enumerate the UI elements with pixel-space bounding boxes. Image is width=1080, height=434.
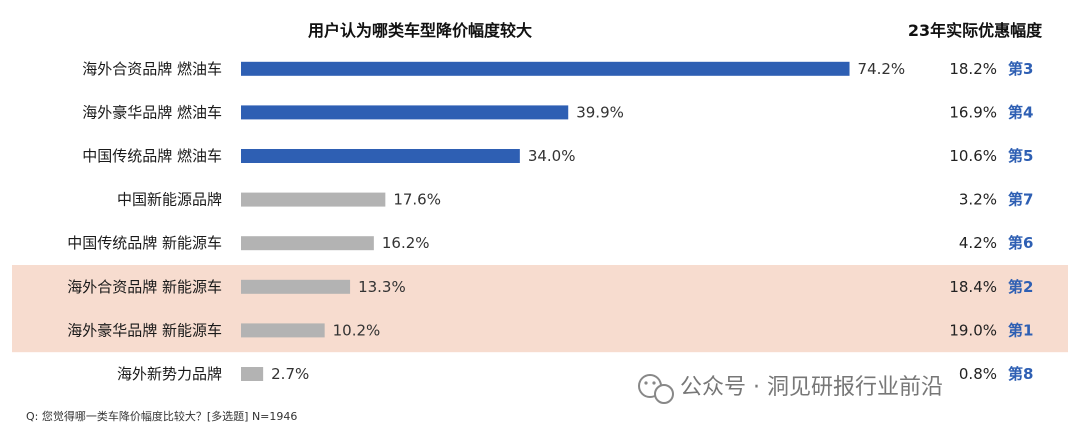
actual-discount-value: 19.0% xyxy=(949,321,997,339)
bar xyxy=(241,192,386,207)
actual-rank-label: 第8 xyxy=(1008,365,1033,383)
bar-value-label: 17.6% xyxy=(393,191,441,209)
actual-rank-label: 第7 xyxy=(1008,191,1033,209)
bar xyxy=(241,61,850,76)
bar xyxy=(241,279,351,294)
actual-rank-label: 第1 xyxy=(1008,321,1033,339)
bar-value-label: 34.0% xyxy=(528,147,576,165)
bar xyxy=(241,105,569,120)
category-label: 海外合资品牌 燃油车 xyxy=(82,60,222,78)
actual-discount-value: 4.2% xyxy=(959,234,997,252)
bar-row: 海外合资品牌 新能源车 13.3% 18.4% 第2 xyxy=(67,278,1033,296)
bar-row: 海外豪华品牌 新能源车 10.2% 19.0% 第1 xyxy=(67,321,1033,339)
actual-rank-label: 第3 xyxy=(1008,60,1033,78)
bar xyxy=(241,367,264,381)
bar-value-label: 74.2% xyxy=(858,60,906,78)
footnote: Q: 您觉得哪一类车降价幅度比较大？[多选题] N=1946 xyxy=(26,409,297,423)
category-label: 海外合资品牌 新能源车 xyxy=(67,278,222,296)
actual-discount-value: 16.9% xyxy=(949,103,997,121)
actual-discount-value: 10.6% xyxy=(949,147,997,165)
category-label: 中国传统品牌 燃油车 xyxy=(82,147,222,165)
bar xyxy=(241,323,325,338)
category-label: 中国传统品牌 新能源车 xyxy=(67,234,222,252)
discount-column-title: 23年实际优惠幅度 xyxy=(908,21,1043,40)
bar-row: 中国传统品牌 新能源车 16.2% 4.2% 第6 xyxy=(67,234,1033,252)
bar-value-label: 2.7% xyxy=(271,365,309,383)
actual-discount-value: 0.8% xyxy=(959,365,997,383)
actual-rank-label: 第6 xyxy=(1008,234,1033,252)
bar-value-label: 13.3% xyxy=(358,278,406,296)
chart-title: 用户认为哪类车型降价幅度较大 xyxy=(308,21,532,40)
highlight-band-layer xyxy=(12,265,1068,353)
bar-row: 中国新能源品牌 17.6% 3.2% 第7 xyxy=(117,191,1033,209)
watermark-text: 公众号 · 洞见研报行业前沿 xyxy=(680,375,943,400)
bar-value-label: 10.2% xyxy=(333,321,381,339)
actual-rank-label: 第2 xyxy=(1008,278,1033,296)
bar-rows: 海外合资品牌 燃油车 74.2% 18.2% 第3 海外豪华品牌 燃油车 39.9% 16.… xyxy=(67,60,1033,383)
category-label: 海外豪华品牌 燃油车 xyxy=(82,103,222,121)
category-label: 海外新势力品牌 xyxy=(117,365,222,383)
actual-rank-label: 第5 xyxy=(1008,147,1033,165)
bar-row: 海外新势力品牌 2.7% 0.8% 第8 xyxy=(117,365,1033,383)
actual-discount-value: 18.2% xyxy=(949,60,997,78)
category-label: 中国新能源品牌 xyxy=(117,191,222,209)
actual-discount-value: 3.2% xyxy=(959,191,997,209)
bar-value-label: 16.2% xyxy=(382,234,430,252)
actual-rank-label: 第4 xyxy=(1008,103,1033,121)
bar-value-label: 39.9% xyxy=(576,103,624,121)
bar xyxy=(241,236,374,251)
category-label: 海外豪华品牌 新能源车 xyxy=(67,321,222,339)
bar-row: 中国传统品牌 燃油车 34.0% 10.6% 第5 xyxy=(82,147,1033,165)
wechat-icon xyxy=(638,374,674,404)
bar-row: 海外合资品牌 燃油车 74.2% 18.2% 第3 xyxy=(82,60,1033,78)
watermark: 公众号 · 洞见研报行业前沿 xyxy=(638,374,943,404)
bar xyxy=(241,149,520,163)
highlight-band xyxy=(12,265,1068,353)
bar-row: 海外豪华品牌 燃油车 39.9% 16.9% 第4 xyxy=(82,103,1033,121)
actual-discount-value: 18.4% xyxy=(949,278,997,296)
